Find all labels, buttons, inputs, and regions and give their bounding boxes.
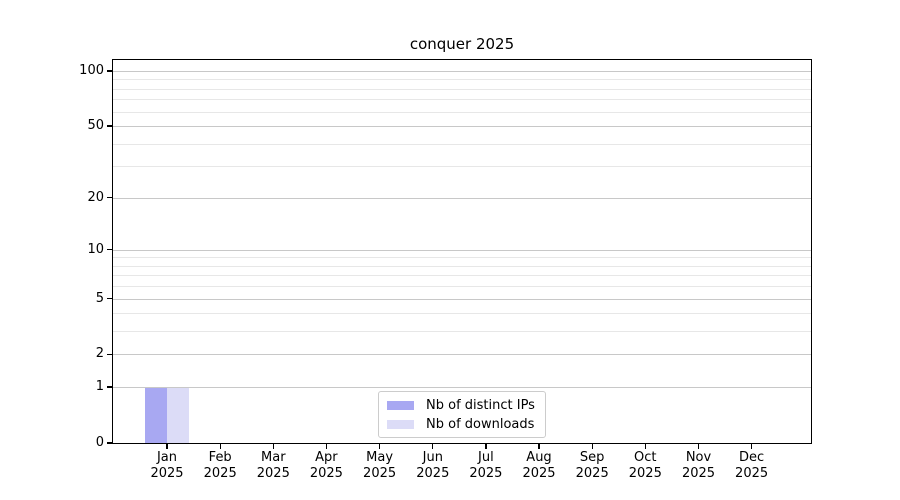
- x-tick-year: 2025: [522, 466, 556, 481]
- legend-swatch-distinct-ips: [387, 400, 414, 410]
- x-tick-year: 2025: [416, 466, 450, 481]
- x-tick-month: Jul: [478, 450, 494, 465]
- x-tick-label-apr: Apr 2025: [294, 450, 358, 482]
- y-tick-20: [107, 196, 113, 199]
- legend-item-downloads: Nb of downloads: [387, 415, 535, 433]
- gridline-major-5: [113, 298, 811, 300]
- gridline-minor-80: [113, 88, 811, 90]
- legend-label: Nb of distinct IPs: [426, 397, 535, 413]
- gridline-major-50: [113, 126, 811, 128]
- x-tick-year: 2025: [469, 466, 503, 481]
- x-tick-month: May: [366, 450, 394, 465]
- y-tick-label-10: 10: [87, 241, 104, 257]
- gridline-minor-90: [113, 79, 811, 81]
- legend: Nb of distinct IPs Nb of downloads: [378, 391, 546, 438]
- y-tick-label-1: 1: [95, 379, 104, 395]
- legend-item-distinct-ips: Nb of distinct IPs: [387, 396, 535, 414]
- y-tick-label-20: 20: [87, 189, 104, 205]
- gridline-major-10: [113, 249, 811, 251]
- x-tick-label-may: May 2025: [348, 450, 412, 482]
- x-tick-jun: [432, 443, 434, 449]
- y-tick-label-0: 0: [95, 435, 104, 450]
- x-tick-year: 2025: [309, 466, 343, 481]
- gridline-minor-70: [113, 99, 811, 101]
- x-tick-year: 2025: [256, 466, 290, 481]
- plot-area: Nb of distinct IPs Nb of downloads: [107, 59, 812, 449]
- x-tick-month: Sep: [579, 450, 605, 465]
- y-tick-0: [107, 442, 113, 444]
- y-tick-label-100: 100: [79, 63, 104, 78]
- x-tick-month: Nov: [685, 450, 712, 465]
- y-tick-label-50: 50: [87, 118, 104, 134]
- x-tick-month: Apr: [315, 450, 338, 465]
- x-tick-sep: [591, 443, 593, 449]
- x-tick-month: Oct: [634, 450, 657, 465]
- x-tick-label-sep: Sep 2025: [560, 450, 624, 482]
- x-tick-label-nov: Nov 2025: [667, 450, 731, 482]
- x-tick-month: Feb: [208, 450, 232, 465]
- x-tick-label-mar: Mar 2025: [241, 450, 305, 482]
- gridline-minor-60: [113, 111, 811, 113]
- x-tick-year: 2025: [150, 466, 184, 481]
- x-tick-year: 2025: [628, 466, 662, 481]
- gridline-major-20: [113, 197, 811, 199]
- x-tick-month: Mar: [261, 450, 286, 465]
- x-tick-jan: [166, 443, 168, 449]
- y-tick-50: [107, 125, 113, 127]
- x-tick-month: Dec: [739, 450, 765, 465]
- x-tick-label-dec: Dec 2025: [720, 450, 784, 482]
- gridline-minor-7: [113, 275, 811, 277]
- x-tick-apr: [325, 443, 328, 449]
- gridline-minor-8: [113, 265, 811, 267]
- x-tick-mar: [272, 443, 274, 449]
- y-tick-2: [107, 353, 113, 356]
- x-tick-year: 2025: [575, 466, 609, 481]
- x-tick-jul: [485, 443, 487, 449]
- gridline-minor-9: [113, 257, 811, 259]
- gridline-minor-6: [113, 286, 811, 288]
- x-tick-may: [378, 443, 381, 449]
- x-tick-year: 2025: [363, 466, 397, 481]
- y-tick-10: [107, 249, 113, 251]
- chart-title: conquer 2025: [409, 35, 515, 53]
- x-tick-label-aug: Aug 2025: [507, 450, 571, 482]
- y-tick-1: [107, 386, 113, 388]
- gridline-major-100: [113, 71, 811, 72]
- y-tick-5: [107, 297, 113, 300]
- gridline-major-2: [113, 354, 811, 356]
- y-tick-label-5: 5: [95, 290, 104, 306]
- x-tick-label-oct: Oct 2025: [613, 450, 677, 482]
- x-tick-feb: [219, 443, 221, 449]
- x-tick-aug: [538, 443, 540, 449]
- legend-swatch-downloads: [387, 419, 414, 429]
- x-tick-year: 2025: [735, 466, 769, 481]
- x-tick-label-jan: Jan 2025: [135, 450, 199, 482]
- x-tick-month: Jan: [156, 450, 178, 465]
- bar-jan-distinct-ips: [145, 387, 167, 443]
- legend-label: Nb of downloads: [426, 416, 535, 432]
- x-tick-label-feb: Feb 2025: [188, 450, 252, 482]
- gridline-minor-3: [113, 331, 811, 333]
- x-tick-oct: [644, 443, 646, 449]
- gridline-major-1: [113, 387, 811, 389]
- y-tick-100: [107, 70, 113, 72]
- gridline-minor-30: [113, 166, 811, 168]
- x-tick-dec: [750, 443, 753, 449]
- x-tick-label-jul: Jul 2025: [454, 450, 518, 482]
- x-tick-month: Aug: [526, 450, 552, 465]
- y-tick-label-2: 2: [95, 346, 104, 362]
- x-tick-year: 2025: [681, 466, 716, 481]
- x-tick-nov: [697, 443, 700, 449]
- gridline-minor-4: [113, 313, 811, 315]
- x-tick-year: 2025: [203, 466, 237, 481]
- x-tick-month: Jun: [422, 450, 443, 465]
- gridline-minor-40: [113, 143, 811, 145]
- x-tick-label-jun: Jun 2025: [401, 450, 465, 482]
- bar-jan-downloads: [167, 387, 189, 443]
